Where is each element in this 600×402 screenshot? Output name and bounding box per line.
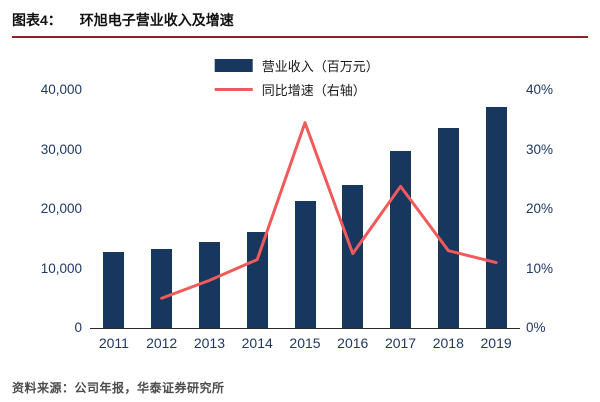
right-axis-tick-1: 10% (526, 260, 554, 276)
left-axis-tick-4: 40,000 (40, 82, 82, 97)
x-tick-2018: 2018 (432, 335, 464, 351)
revenue-bar-2013 (198, 242, 220, 328)
right-axis-tick-0: 0% (526, 320, 546, 335)
left-axis-tick-3: 30,000 (40, 141, 82, 157)
right-axis: 0% 10% 20% 30% 40% (526, 82, 586, 335)
revenue-bar-2014 (246, 232, 268, 328)
revenue-bar-2015 (294, 201, 316, 328)
bar-swatch-icon (214, 59, 253, 72)
x-tick-2012: 2012 (146, 335, 178, 351)
figure-header: 图表4： 环旭电子营业收入及增速 (12, 6, 588, 38)
x-axis: 2011 2012 2013 2014 2015 2016 2017 2018 2019 (90, 334, 520, 352)
growth-line (160, 121, 498, 300)
revenue-bar-2012 (151, 248, 173, 328)
x-tick-2011: 2011 (98, 335, 129, 351)
revenue-bar-2018 (437, 128, 459, 328)
plot-area (90, 90, 520, 329)
right-axis-tick-4: 40% (526, 82, 554, 97)
figure-label: 图表4： (12, 12, 62, 28)
revenue-bar-2016 (342, 185, 364, 328)
x-tick-2014: 2014 (241, 335, 273, 351)
x-tick-2017: 2017 (384, 335, 417, 351)
legend-label-growth: 同比增速（右轴） (261, 83, 366, 98)
revenue-growth-chart: 营业收入（百万元） 同比增速（右轴） 0 10,000 20,000 30,000 40… (12, 46, 588, 352)
left-axis-tick-1: 10,000 (40, 260, 82, 276)
source-note: 资料来源：公司年报，华泰证券研究所 (12, 381, 225, 395)
x-tick-2019: 2019 (480, 335, 512, 351)
x-tick-2013: 2013 (193, 335, 225, 351)
legend-item-growth: 同比增速（右轴） (214, 80, 379, 99)
left-axis: 0 10,000 20,000 30,000 40,000 (12, 82, 82, 335)
right-axis-tick-3: 30% (526, 141, 554, 157)
x-tick-2015: 2015 (289, 335, 321, 351)
left-axis-tick-0: 0 (74, 320, 82, 335)
x-tick-2016: 2016 (337, 335, 369, 351)
figure-title: 环旭电子营业收入及增速 (79, 12, 234, 28)
line-swatch-icon (214, 88, 253, 91)
legend-label-revenue: 营业收入（百万元） (261, 59, 379, 74)
right-axis-tick-2: 20% (526, 201, 554, 216)
left-axis-tick-2: 20,000 (40, 201, 82, 216)
legend-item-revenue: 营业收入（百万元） (214, 56, 379, 75)
chart-legend: 营业收入（百万元） 同比增速（右轴） (214, 56, 379, 99)
revenue-bar-2019 (485, 106, 507, 328)
revenue-bar-2011 (103, 252, 125, 328)
